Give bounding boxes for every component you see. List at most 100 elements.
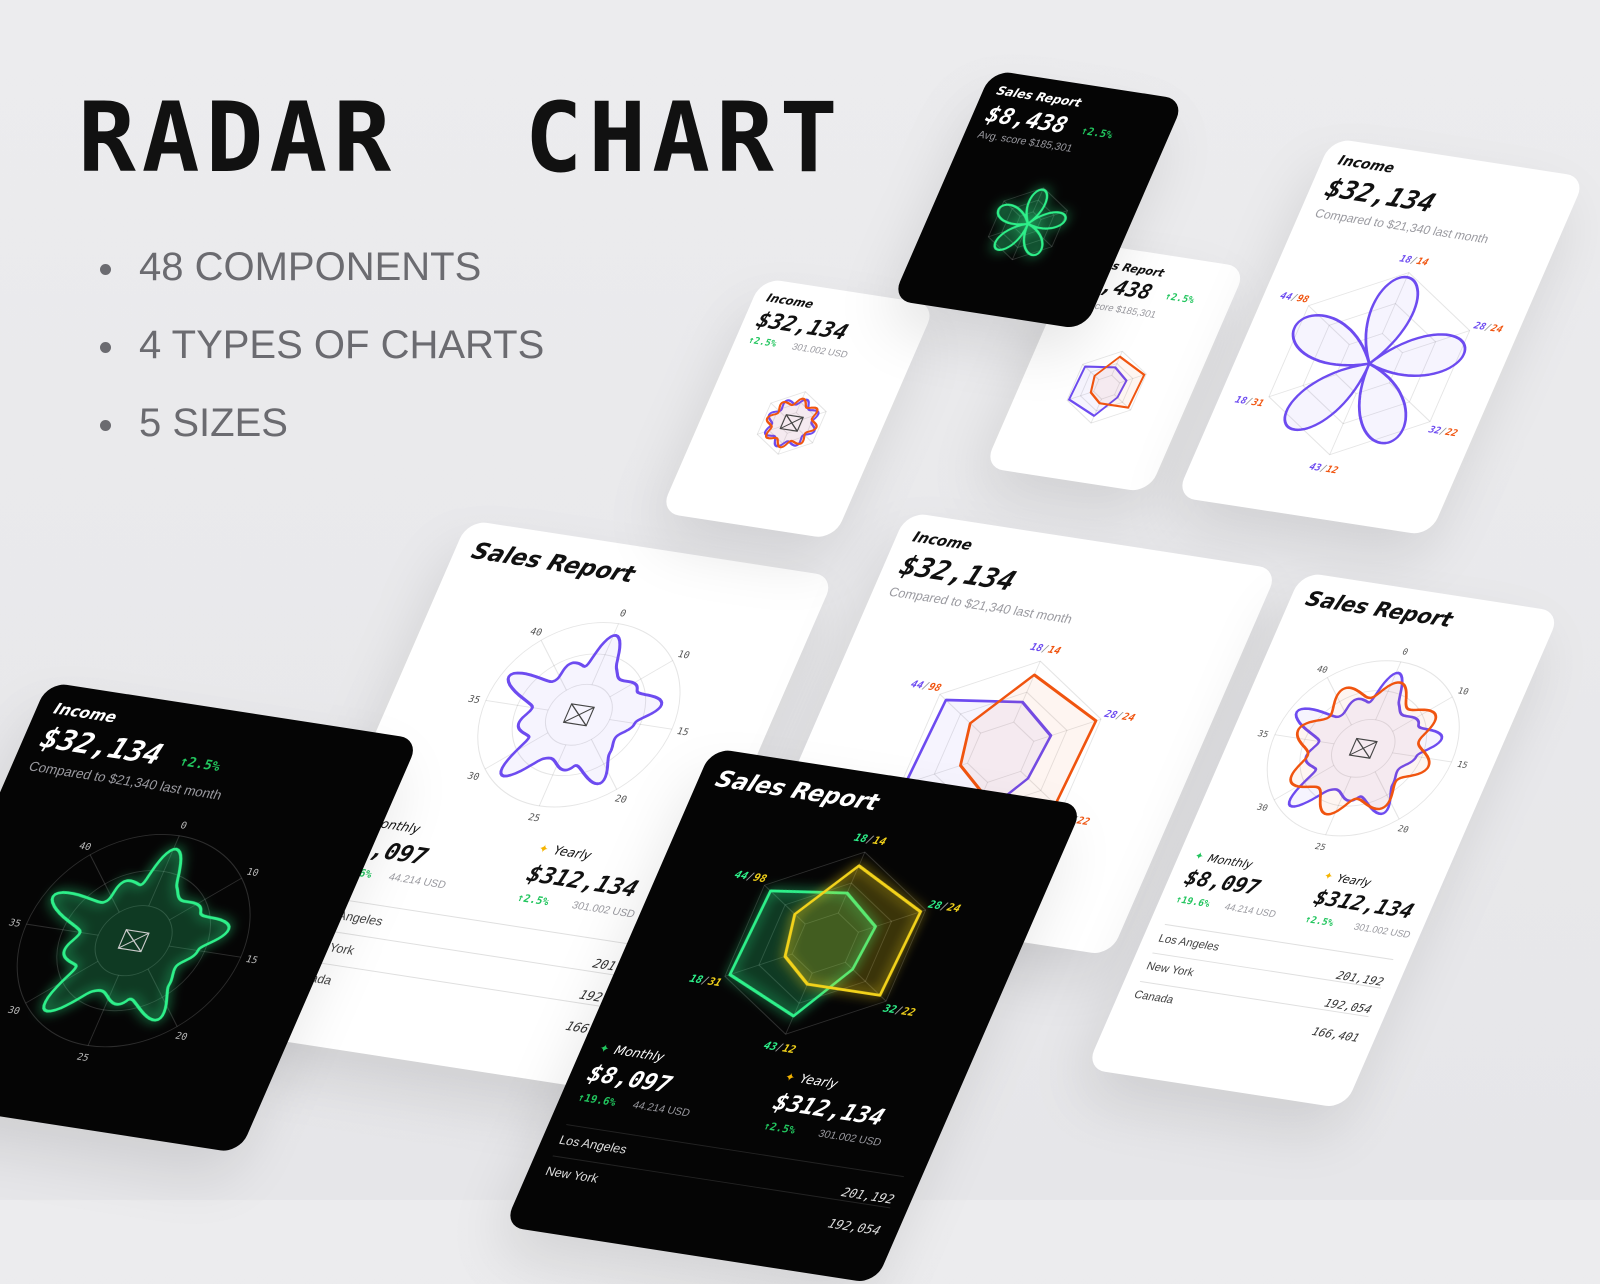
stat-icon: ✦: [1321, 869, 1336, 883]
radar-ring: [1335, 333, 1404, 395]
radar-label-a: 18: [1233, 395, 1249, 407]
radar-ring: [1014, 211, 1042, 236]
feature-item: 48 COMPONENTS: [100, 245, 544, 323]
radar-label-a: 18: [1028, 642, 1044, 654]
radar-ring: [724, 851, 927, 1035]
stat-icon: ✦: [782, 1069, 798, 1085]
stat-icon: ✦: [596, 1041, 612, 1056]
center-icon: [1349, 738, 1378, 759]
card: Sales Report $8,438 ↑2.5% Avg. score $185,3…: [892, 70, 1185, 330]
center-icon: [563, 703, 595, 727]
radar-label-sep: /: [1289, 292, 1299, 303]
radar-spoke: [837, 852, 866, 914]
radar-tick-label: 10: [1456, 687, 1470, 698]
card: Sales Report $8,438 ↑2.5% Avg. score $185,3…: [984, 242, 1247, 493]
radar-tick-label: 10: [245, 867, 261, 879]
radar-spoke: [590, 739, 618, 790]
card: Income $32,134 ↑2.5% 301.002 USD: [660, 278, 936, 540]
stat-amount: $8,097: [583, 1059, 677, 1099]
change: ↑2.5%: [1162, 291, 1196, 307]
radar-spoke: [1375, 662, 1402, 721]
radar-spoke: [1392, 696, 1453, 733]
radar-label-a: 18: [1398, 254, 1414, 266]
radar-tick-label: 0: [618, 608, 628, 619]
stat-note: 44.214 USD: [1222, 902, 1278, 920]
radar-label-a: 44: [1278, 291, 1294, 303]
radar-shape: [42, 847, 231, 1022]
radar-ring: [1299, 690, 1427, 807]
radar-tick-label: 10: [676, 649, 692, 661]
stat-note: 301.002 USD: [569, 899, 637, 921]
radar-label-sep: /: [774, 1041, 786, 1054]
radar-ring: [1266, 660, 1460, 837]
row-label: New York: [543, 1163, 601, 1186]
radar-label-b: 12: [1324, 464, 1340, 476]
radar-spoke: [609, 719, 673, 730]
radar-spoke: [724, 953, 793, 977]
radar-chart: 0 10 15 20 25 30 35 40: [1255, 648, 1470, 854]
stat-change: ↑19.6%: [1173, 894, 1212, 910]
radar-tick-label: 25: [1313, 843, 1327, 854]
row-label: New York: [1144, 959, 1196, 980]
feature-item: 4 TYPES OF CHARTS: [100, 323, 544, 401]
radar-tick-label: 15: [244, 954, 260, 966]
radar-spoke: [798, 428, 814, 443]
stat-icon: ✦: [536, 841, 552, 856]
stat-label: Yearly: [1334, 871, 1374, 890]
center-icon: [562, 703, 595, 727]
card: Income $32,134 ↑2.5% Compared to $21,340 la…: [0, 682, 420, 1154]
radar-ring: [987, 187, 1069, 261]
radar-shape: [1283, 275, 1467, 445]
radar-label-b: 12: [780, 1042, 798, 1056]
radar-ring: [758, 882, 893, 1004]
radar-label-sep: /: [921, 681, 931, 692]
radar-label: 18/31: [687, 972, 723, 989]
center-icon: [117, 929, 150, 953]
change: ↑2.5%: [1079, 124, 1116, 141]
radar-spoke: [609, 660, 673, 698]
radar-tick-label: 35: [1256, 730, 1270, 741]
stat-label: Monthly: [1205, 851, 1255, 872]
radar-label-sep: /: [894, 1004, 906, 1017]
radar-spoke: [540, 639, 567, 691]
stat-note: 44.214 USD: [386, 871, 448, 892]
radar-spoke: [1011, 235, 1024, 260]
radar-label-b: 31: [705, 975, 724, 989]
page: {"header": {"title": "RADAR CHART", "bul…: [0, 0, 1600, 1200]
radar-tick-label: 40: [1315, 665, 1329, 676]
radar-label-sep: /: [700, 974, 712, 987]
stat-change: ↑2.5%: [761, 1119, 798, 1137]
radar-ring: [780, 411, 804, 434]
radar-label-sep: /: [1115, 710, 1125, 721]
radar-label-b: 14: [1414, 256, 1430, 268]
radar-spoke: [770, 402, 786, 417]
radar-label-b: 98: [927, 681, 943, 693]
feature-list: 48 COMPONENTS 4 TYPES OF CHARTS 5 SIZES: [100, 245, 544, 479]
stat-change: ↑19.6%: [575, 1091, 619, 1109]
radar-shape: [1067, 365, 1128, 418]
radar-tick-label: 30: [1255, 803, 1269, 814]
row-label: Canada: [1132, 988, 1176, 1007]
radar-tick-label: 25: [75, 1052, 91, 1064]
radar-label-a: 28: [1102, 708, 1119, 720]
radar-label-a: 43: [762, 1039, 780, 1053]
radar-tick-label: 30: [465, 771, 481, 783]
radar-label-b: 98: [751, 871, 769, 885]
radar-shape: [1287, 672, 1444, 816]
radar-tick-label: 35: [7, 918, 23, 930]
radar-spoke: [26, 923, 99, 936]
radar-spoke: [1325, 777, 1352, 836]
radar-spoke: [1329, 393, 1357, 455]
stat-amount: $8,097: [1180, 866, 1264, 901]
radar-label-sep: /: [745, 870, 757, 883]
radar-label: 28/24: [1102, 708, 1137, 723]
radar-tick-label: 15: [675, 726, 691, 738]
radar-label-a: 32: [880, 1002, 899, 1016]
radar-label-sep: /: [1438, 426, 1448, 437]
center-icon: [779, 413, 805, 432]
radar-ring: [967, 721, 1035, 783]
radar-spoke: [1119, 373, 1147, 384]
radar-spoke: [538, 744, 567, 806]
stat-change: ↑2.5%: [1302, 914, 1336, 929]
